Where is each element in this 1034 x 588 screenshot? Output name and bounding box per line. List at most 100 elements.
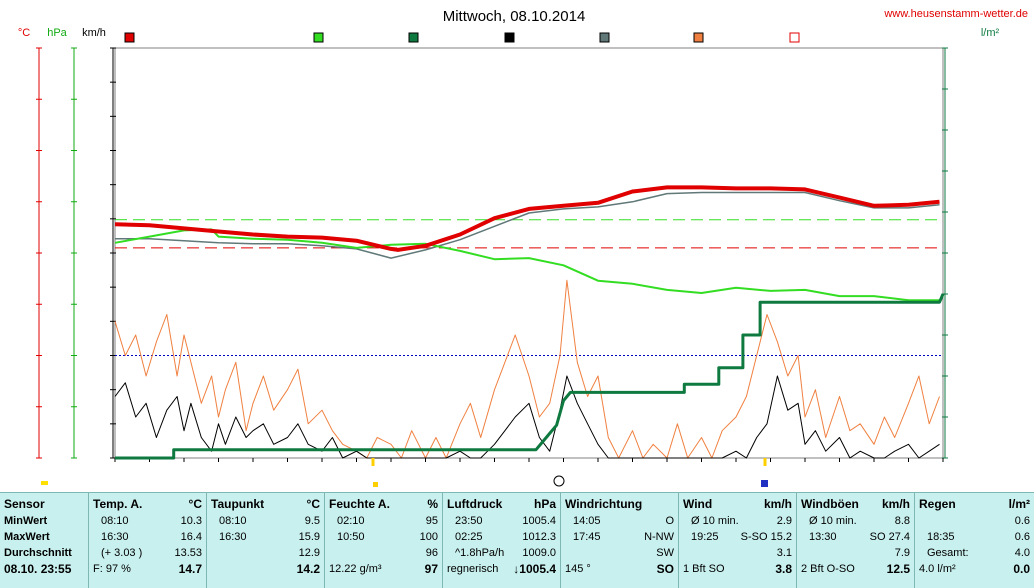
- cell-5-min: Ø 10 min. 2.9: [683, 513, 792, 529]
- cell-0-current: F: 97 % 14.7: [93, 561, 202, 577]
- cell-5-current-value: 3.8: [775, 562, 792, 576]
- cell-3-max: 02:25 1012.3: [447, 529, 556, 545]
- cell-6-min-detail: Ø 10 min.: [809, 515, 857, 527]
- column-header-7: Regen l/m²: [919, 496, 1030, 512]
- cell-0-max-value: 16.4: [180, 531, 202, 543]
- cell-3-avg-detail: ^1.8hPa/h: [455, 547, 505, 559]
- chart-axes: [36, 47, 948, 462]
- cell-4-current: 145 ° SO: [565, 561, 674, 577]
- column-title-2: Feuchte A.: [329, 497, 390, 511]
- cell-5-avg-value: 3.1: [776, 547, 792, 559]
- cell-6-min-value: 8.8: [894, 515, 910, 527]
- cell-2-max-detail: 10:50: [337, 531, 365, 543]
- cell-2-max-value: 100: [419, 531, 438, 543]
- table-column-6: Windböen km/h Ø 10 min. 8.8 13:30 SO 27.4 7.9 2…: [796, 493, 914, 588]
- cell-4-max-detail: 17:45: [573, 531, 601, 543]
- cell-5-avg: 3.1: [683, 545, 792, 561]
- cell-7-avg: Gesamt: 4.0: [919, 545, 1030, 561]
- cell-3-current: regnerisch ↓1005.4: [447, 561, 556, 577]
- column-header-3: Luftdruck hPa: [447, 496, 556, 512]
- summary-table: Sensor MinWert MaxWert Durchschnitt 08.10. 2…: [0, 492, 1034, 588]
- cell-6-current-detail: 2 Bft O-SO: [801, 563, 855, 575]
- cell-0-max-detail: 16:30: [101, 531, 129, 543]
- row-label-max: MaxWert: [4, 531, 50, 543]
- cell-2-min-value: 95: [425, 515, 438, 527]
- legend-swatch-3: [408, 32, 419, 43]
- cell-2-current-value: 97: [424, 562, 438, 576]
- column-unit-7: l/m²: [1008, 497, 1030, 511]
- row-label-title: Sensor: [4, 497, 45, 511]
- row-label-min: MinWert: [4, 515, 48, 527]
- cell-7-max-value: 0.6: [1014, 531, 1030, 543]
- table-column-3: Luftdruck hPa 23:50 1005.4 02:25 1012.3 ^1.8hP…: [442, 493, 560, 588]
- cell-0-min-value: 10.3: [180, 515, 202, 527]
- cell-7-avg-value: 4.0: [1014, 547, 1030, 559]
- column-title-0: Temp. A.: [93, 497, 143, 511]
- rain-axis-unit: l/m²: [981, 27, 1000, 39]
- cell-7-min-value: 0.6: [1014, 515, 1030, 527]
- plot-frame: [114, 47, 944, 459]
- cell-2-min-detail: 02:10: [337, 515, 365, 527]
- table-column-5: Wind km/h Ø 10 min. 2.9 19:25 S-SO 15.2 3.1 1 B…: [678, 493, 796, 588]
- website-link[interactable]: www.heusenstamm-wetter.de: [883, 8, 1028, 20]
- legend-swatch-0: [124, 32, 135, 43]
- time-markers: [41, 458, 768, 487]
- pressure-axis-unit: hPa: [47, 27, 67, 39]
- series-line-5: [114, 279, 940, 459]
- column-unit-3: hPa: [533, 497, 556, 511]
- cell-6-max-value: SO 27.4: [869, 531, 910, 543]
- cell-1-current: 14.2: [211, 561, 320, 577]
- cell-7-max: 18:35 0.6: [919, 529, 1030, 545]
- cell-3-current-detail: regnerisch: [447, 563, 499, 575]
- cell-2-min: 02:10 95: [329, 513, 438, 529]
- cell-6-current-value: 12.5: [886, 562, 910, 576]
- table-column-4: Windrichtung 14:05 O 17:45 N-NW SW 145 ° SO: [560, 493, 678, 588]
- row-label-current: 08.10. 23:55: [4, 562, 72, 576]
- column-header-6: Windböen km/h: [801, 496, 910, 512]
- column-title-3: Luftdruck: [447, 497, 503, 511]
- cell-2-max: 10:50 100: [329, 529, 438, 545]
- column-unit-1: °C: [306, 497, 320, 511]
- cell-7-current-value: 0.0: [1013, 562, 1030, 576]
- cell-2-current-detail: 12.22 g/m³: [329, 563, 382, 575]
- plot-area: [114, 185, 945, 460]
- legend-swatch-6: [693, 32, 704, 43]
- cell-3-min: 23:50 1005.4: [447, 513, 556, 529]
- cell-4-max-value: N-NW: [644, 531, 674, 543]
- cell-6-max-detail: 13:30: [809, 531, 837, 543]
- cell-3-avg-value: 1009.0: [522, 547, 556, 559]
- weather-chart: Mittwoch, 08.10.2014 www.heusenstamm-wet…: [18, 8, 1028, 487]
- cell-3-max-value: 1012.3: [522, 531, 556, 543]
- table-column-0: Temp. A. °C 08:10 10.3 16:30 16.4 (+ 3.03 ) 13.…: [88, 493, 206, 588]
- legend-swatch-5: [599, 32, 610, 43]
- cell-7-avg-detail: Gesamt:: [927, 547, 969, 559]
- table-column-1: Taupunkt °C 08:10 9.5 16:30 15.9 12.9 14.2: [206, 493, 324, 588]
- column-unit-5: km/h: [763, 497, 792, 511]
- column-header-1: Taupunkt °C: [211, 496, 320, 512]
- column-header-2: Feuchte A.%: [329, 496, 438, 512]
- legend-swatch-7: [789, 32, 800, 43]
- cell-6-max: 13:30 SO 27.4: [801, 529, 910, 545]
- cell-0-avg-value: 13.53: [174, 547, 202, 559]
- legend-swatch-2: [313, 32, 324, 43]
- wind-axis-unit: km/h: [82, 27, 106, 39]
- cell-4-min-value: O: [665, 515, 674, 527]
- column-unit-2: %: [427, 497, 438, 511]
- cell-1-min-value: 9.5: [304, 515, 320, 527]
- cell-0-min-detail: 08:10: [101, 515, 129, 527]
- cell-2-avg: 96: [329, 545, 438, 561]
- cell-2-current: 12.22 g/m³ 97: [329, 561, 438, 577]
- cell-1-max: 16:30 15.9: [211, 529, 320, 545]
- cell-0-current-detail: F: 97 %: [93, 563, 131, 575]
- moon-icon: [761, 480, 768, 487]
- table-column-2: Feuchte A.% 02:10 95 10:50 100 96 12.22 g/m³ 97: [324, 493, 442, 588]
- cell-1-min-detail: 08:10: [219, 515, 247, 527]
- series-line-1: [115, 191, 940, 259]
- series-line-2: [114, 228, 940, 302]
- cell-4-min-detail: 14:05: [573, 515, 601, 527]
- column-title-7: Regen: [919, 497, 956, 511]
- cell-7-max-detail: 18:35: [927, 531, 955, 543]
- cell-1-avg-value: 12.9: [298, 547, 320, 559]
- column-title-6: Windböen: [801, 497, 859, 511]
- cell-0-max: 16:30 16.4: [93, 529, 202, 545]
